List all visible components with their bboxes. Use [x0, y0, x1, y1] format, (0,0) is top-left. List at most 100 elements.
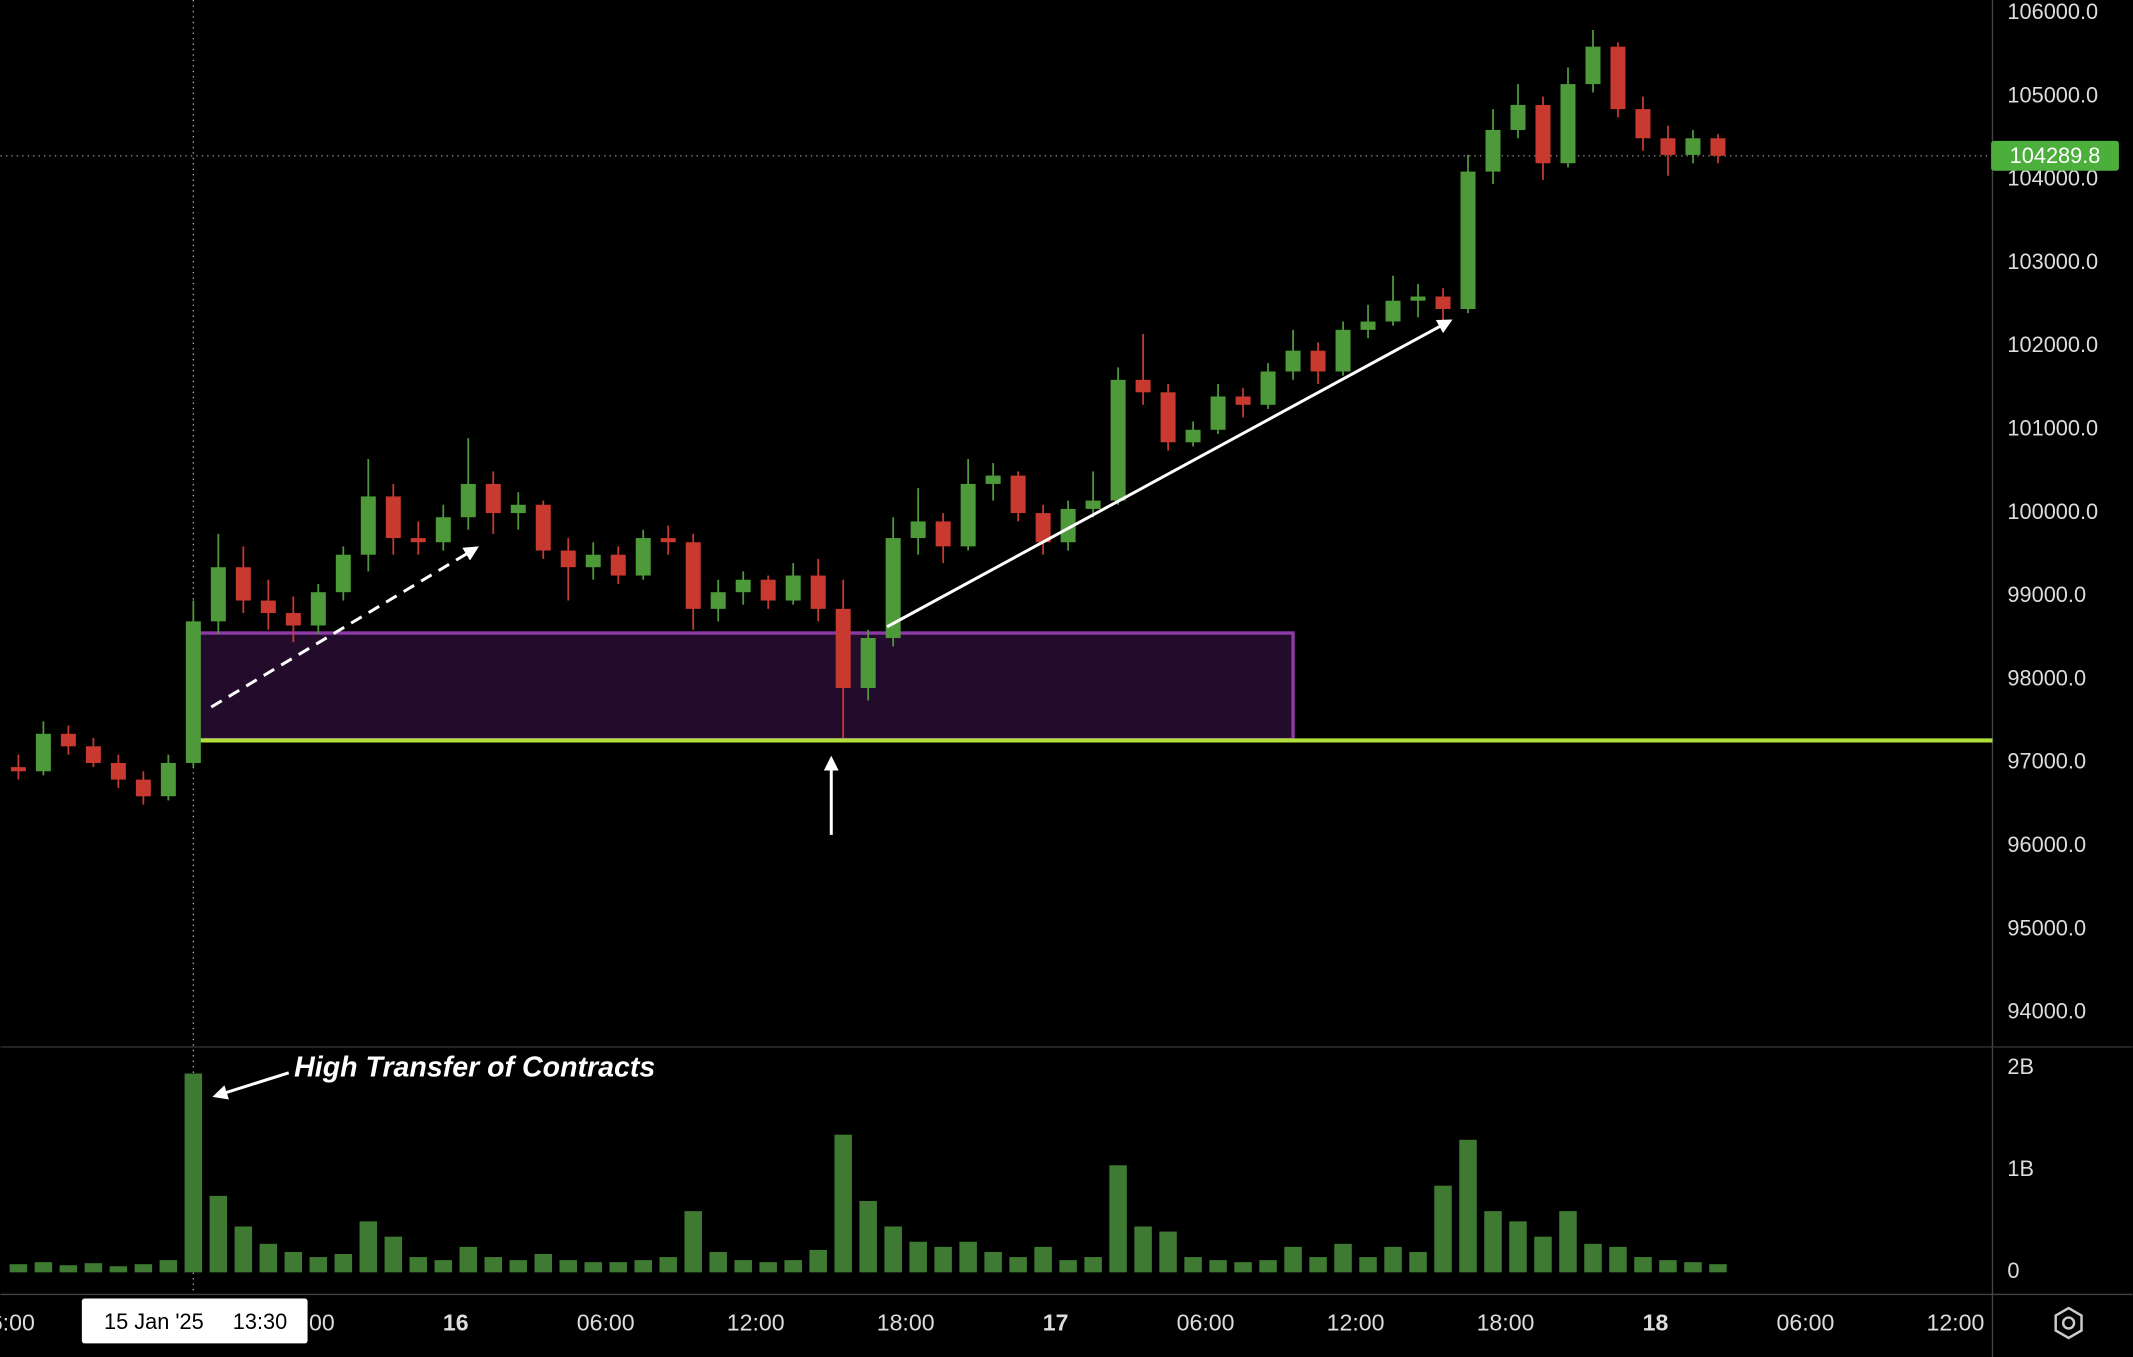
volume-bar [1384, 1246, 1402, 1273]
y-tick-label: 106000.0 [2007, 0, 2098, 24]
candle-body [1035, 513, 1051, 543]
volume-bar [159, 1260, 178, 1273]
volume-bar [184, 1073, 203, 1273]
volume-bar [1684, 1262, 1702, 1273]
x-tick-label: 18:00 [877, 1309, 935, 1335]
volume-bar [1434, 1185, 1452, 1273]
y-tick-label: 100000.0 [2007, 499, 2098, 524]
candle-body [85, 746, 101, 763]
candle-body [1185, 429, 1201, 443]
candle-body [1135, 379, 1151, 393]
volume-bar [859, 1200, 877, 1273]
settings-center[interactable] [2061, 1316, 2076, 1330]
candle-body [535, 504, 551, 551]
y-tick-label: 102000.0 [2007, 332, 2098, 357]
candle-body [1535, 104, 1551, 164]
last-price-tag [1991, 140, 2119, 171]
volume-bar [959, 1241, 977, 1273]
last-price-label: 104289.8 [2010, 143, 2101, 168]
volume-bar [1634, 1257, 1652, 1273]
candle-body [1235, 396, 1251, 405]
candle-body [1660, 138, 1676, 155]
candle-body [435, 517, 451, 543]
volume-bar [1209, 1260, 1227, 1273]
volume-bar [734, 1260, 752, 1273]
volume-bar [434, 1260, 453, 1273]
candle-body [60, 733, 76, 747]
x-tick-label: 06:00 [1177, 1309, 1235, 1335]
candle-body [685, 542, 701, 609]
volume-bar [659, 1257, 677, 1273]
candle-body [835, 608, 851, 688]
candle-body [635, 538, 651, 576]
volume-bar [1359, 1257, 1377, 1273]
volume-bar [784, 1260, 802, 1273]
candle-body [1360, 321, 1376, 330]
x-tick-label: 12:00 [727, 1309, 785, 1335]
volume-bar [1084, 1257, 1102, 1273]
volume-bar [934, 1246, 952, 1273]
volume-bar [59, 1265, 78, 1273]
volume-bar [1309, 1257, 1327, 1273]
candle-body [135, 779, 151, 797]
candle-body [335, 554, 351, 593]
volume-bar [259, 1243, 278, 1273]
volume-bar [334, 1254, 353, 1273]
candle-body [985, 475, 1001, 484]
volume-bar [1034, 1246, 1052, 1273]
volume-bar [1184, 1257, 1202, 1273]
volume-bar [1334, 1243, 1352, 1273]
volume-bar [1259, 1260, 1277, 1273]
candle-body [1085, 500, 1101, 509]
candle-body [1485, 129, 1501, 172]
crosshair-date: 15 Jan '25 [104, 1309, 204, 1334]
volume-bar [1659, 1260, 1677, 1273]
volume-bar [809, 1249, 827, 1273]
volume-bar [884, 1226, 902, 1273]
x-tick-label: 12:00 [1926, 1309, 1984, 1335]
volume-bar [1109, 1165, 1127, 1273]
candle-body [560, 550, 576, 568]
candle-body [360, 496, 376, 555]
volume-bar [409, 1257, 428, 1273]
volume-bar [584, 1262, 602, 1273]
settings-hexagon[interactable] [2054, 1306, 2083, 1340]
candle-body [485, 483, 501, 514]
x-tick-label: 18 [1643, 1309, 1669, 1335]
candle-body [1710, 138, 1726, 156]
volume-bar [309, 1257, 328, 1273]
candle-body [1385, 300, 1401, 322]
candle-body [1210, 396, 1226, 430]
y-tick-label: 98000.0 [2007, 665, 2086, 690]
candle-body [35, 733, 51, 772]
volume-bar [534, 1254, 553, 1273]
volume-bar [84, 1263, 103, 1273]
candle-body [260, 600, 276, 614]
crosshair-tag [81, 1298, 308, 1344]
candle-body [960, 483, 976, 547]
y-tick-label: 105000.0 [2007, 82, 2098, 107]
volume-bar [709, 1251, 727, 1273]
volume-bar [1159, 1231, 1177, 1273]
volume-bar [484, 1257, 503, 1273]
volume-bar [984, 1251, 1002, 1273]
volume-bar [1134, 1226, 1152, 1273]
candle-body [285, 613, 301, 626]
candle-body [1310, 350, 1326, 372]
candle-body [1410, 296, 1426, 301]
settings-icon[interactable] [2054, 1306, 2083, 1340]
crosshair-time: 13:30 [233, 1309, 287, 1334]
volume-bar [1484, 1211, 1502, 1273]
volume-bar [909, 1241, 927, 1273]
candle-body [710, 592, 726, 609]
candle-body [1460, 171, 1476, 310]
volume-tick-label: 1B [2007, 1156, 2034, 1181]
y-tick-label: 94000.0 [2007, 999, 2086, 1024]
volume-bar [1509, 1221, 1527, 1273]
volume-bar [759, 1262, 777, 1273]
volume-bar [684, 1211, 702, 1273]
volume-bar [134, 1264, 153, 1273]
candle-body [860, 638, 876, 688]
volume-bar [9, 1264, 28, 1273]
